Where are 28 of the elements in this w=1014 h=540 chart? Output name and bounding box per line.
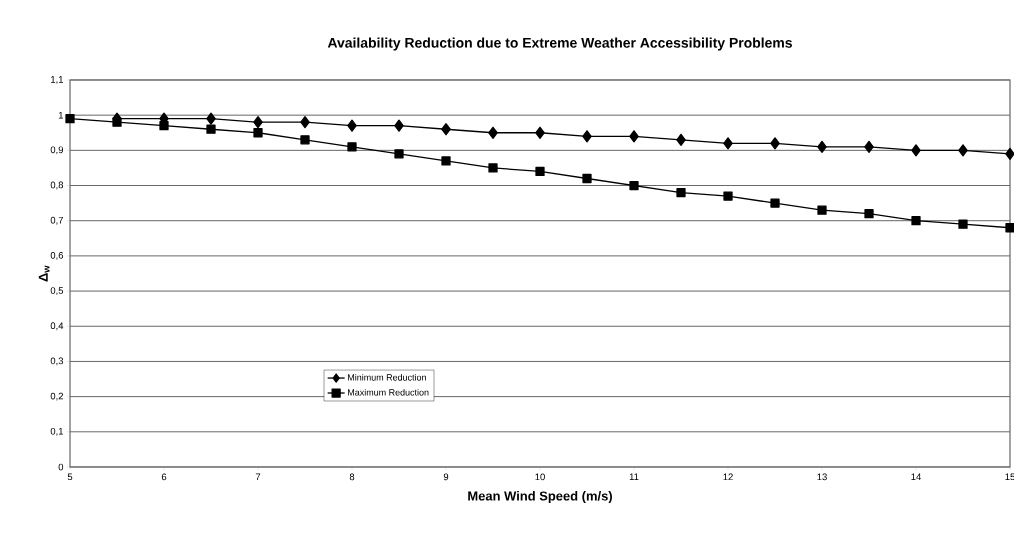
x-axis-title: Mean Wind Speed (m/s) (468, 491, 612, 504)
y-tick-label: 0,7 (50, 216, 64, 225)
x-tick-label: 12 (723, 473, 733, 481)
x-tick-label: 11 (629, 473, 639, 481)
y-tick-label: 1,1 (51, 76, 64, 84)
legend-label: Minimum Reduction (348, 374, 426, 381)
y-tick-label: 1 (58, 111, 64, 119)
legend-label: Maximum Reduction (348, 389, 429, 396)
x-tick-label: 13 (817, 473, 827, 481)
y-tick-label: 0,3 (50, 357, 64, 366)
y-tick-label: 0,2 (50, 392, 64, 401)
y-tick-label: 0,4 (50, 322, 64, 331)
x-tick-label: 8 (349, 473, 355, 481)
x-tick-label: 14 (911, 473, 921, 481)
y-tick-label: 0,9 (50, 146, 64, 155)
x-tick-label: 15 (1005, 473, 1014, 481)
x-tick-label: 7 (255, 473, 261, 481)
x-tick-label: 6 (161, 473, 167, 481)
x-tick-label: 5 (67, 473, 73, 481)
y-tick-label: 0,1 (50, 427, 64, 436)
y-tick-label: 0 (58, 463, 64, 471)
y-tick-label: 0,6 (50, 251, 64, 260)
y-tick-label: 0,8 (50, 181, 64, 190)
x-tick-label: 10 (535, 473, 545, 481)
x-tick-label: 9 (443, 473, 449, 481)
chart-title: Availability Reduction due to Extreme Weather Accessibility Problems (327, 37, 792, 51)
y-axis-title: Δ$_{w}$ (38, 265, 50, 282)
y-tick-label: 0,5 (50, 287, 64, 295)
